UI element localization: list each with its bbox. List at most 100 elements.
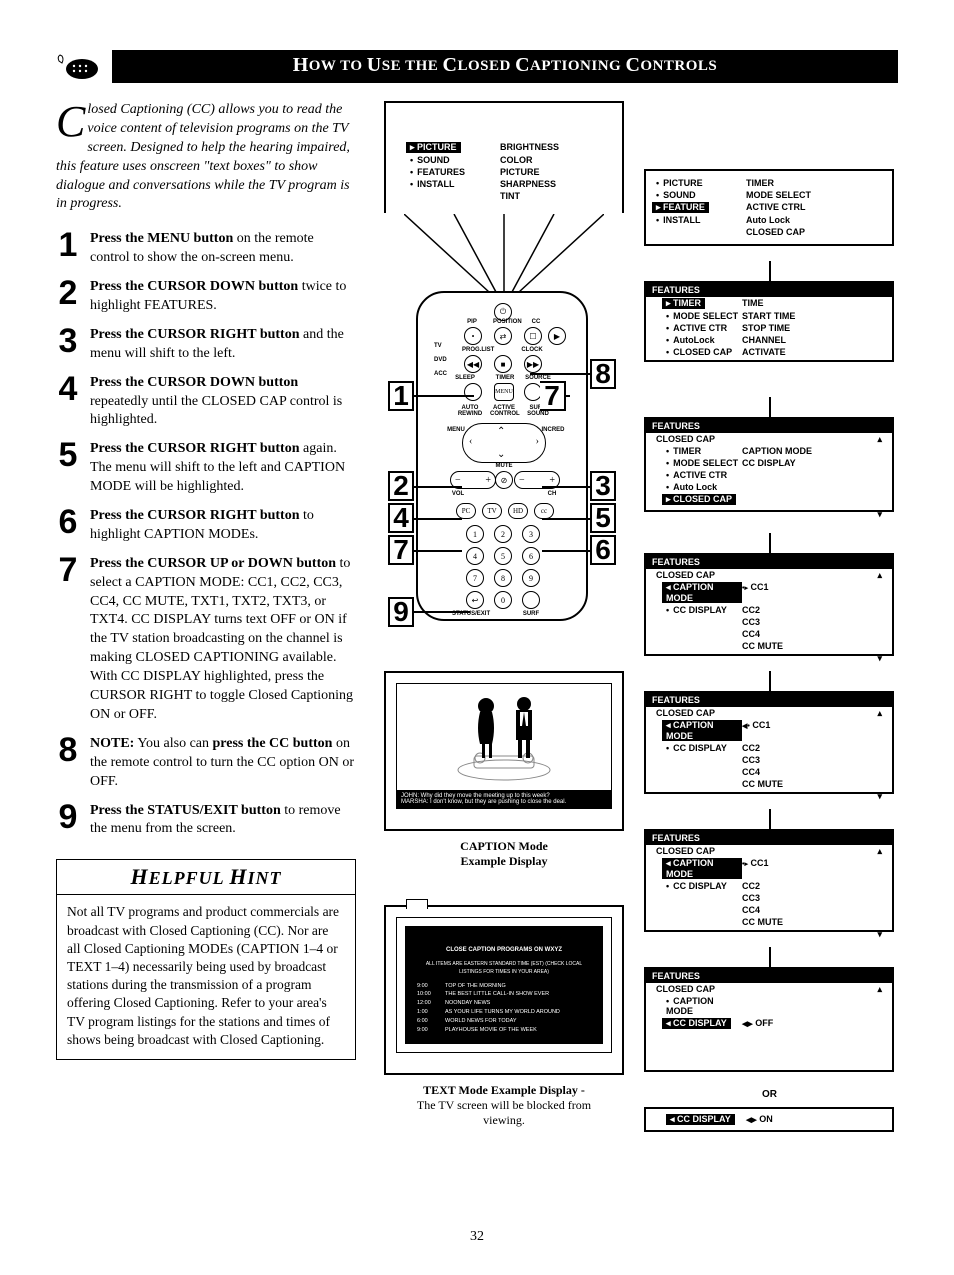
text-screen-content: CLOSE CAPTION PROGRAMS ON WXYZ ALL ITEMS… <box>405 926 603 1044</box>
pip-button: • <box>464 327 482 345</box>
cc-label: CC <box>528 319 544 325</box>
position-label: POSITION <box>493 319 517 325</box>
activectrl-label: ACTIVE CONTROL <box>490 405 518 417</box>
step-3: 3 Press the CURSOR RIGHT button and the m… <box>56 326 356 364</box>
callout-1: 1 <box>388 381 414 411</box>
tv-tab <box>406 899 428 909</box>
play-button: ▶ <box>548 327 566 345</box>
caption-dialogue: JOHN: Why did they move the meeting up t… <box>397 790 611 808</box>
tv-button: TV <box>482 503 502 519</box>
remote-icon <box>56 53 100 81</box>
step-9: 9Press the STATUS/EXIT button to remove … <box>56 802 356 840</box>
dvd-label: DVD <box>434 357 450 363</box>
menu-caption-mode-3: FEATURESCLOSED CAP▴◂ CAPTION MODE•▸ CC1C… <box>644 829 894 932</box>
cursor-pad: ⌃ ⌄ ‹ › <box>462 423 546 463</box>
helpful-hint-box: HELPFUL HINT Not all TV programs and pro… <box>56 859 356 1060</box>
caption-mode-tv: JOHN: Why did they move the meeting up t… <box>384 671 624 831</box>
incred-label: INCRED <box>540 427 566 433</box>
status-exit-button: ↩ <box>466 591 484 609</box>
step-text: Press the CURSOR UP or DOWN button to se… <box>90 555 356 725</box>
num-0: 0 <box>494 591 512 609</box>
intro-paragraph: Closed Captioning (CC) allows you to rea… <box>56 101 356 214</box>
timer-label: TIMER <box>494 375 516 381</box>
menu-caption-mode-1: FEATURESCLOSED CAP▴◂ CAPTION MODE•▸ CC1C… <box>644 553 894 656</box>
dropcap: C <box>56 101 87 139</box>
menu-cc-display-on: ◂ CC DISPLAY◀▶ ON <box>644 1107 894 1132</box>
callout-6: 6 <box>590 535 616 565</box>
num-3: 3 <box>522 525 540 543</box>
menu-picture: ▸ PICTUREBRIGHTNESSSOUNDCOLORFEATURESPIC… <box>404 141 604 208</box>
num-5: 5 <box>494 547 512 565</box>
step-text: NOTE: You also can press the CC button o… <box>90 735 356 792</box>
ch-label: CH <box>544 491 560 497</box>
funnel-lines <box>404 214 604 294</box>
page-header: HOW TO USE THE CLOSED CAPTIONING CONTROL… <box>56 50 898 83</box>
autorew-label: AUTO REWIND <box>456 405 484 417</box>
menu-feature: PICTURETIMERSOUNDMODE SELECT▸ FEATUREACT… <box>644 169 894 246</box>
hint-body: Not all TV programs and product commerci… <box>57 895 355 1049</box>
text-mode-label: TEXT Mode Example Display - The TV scree… <box>404 1083 604 1128</box>
step-text: Press the MENU button on the remote cont… <box>90 230 356 268</box>
surf-label: SURF <box>518 611 544 617</box>
step-1: 1 Press the MENU button on the remote con… <box>56 230 356 268</box>
step-8: 8NOTE: You also can press the CC button … <box>56 735 356 792</box>
pip-label: PIP <box>462 319 482 325</box>
step-text: Press the CURSOR RIGHT button to highlig… <box>90 507 356 545</box>
step-text: Press the CURSOR DOWN button repeatedly … <box>90 374 356 431</box>
callout-8: 8 <box>590 359 616 389</box>
num-8: 8 <box>494 569 512 587</box>
step-number: 3 <box>56 326 80 364</box>
tv-label: TV <box>434 343 450 349</box>
step-text: Press the CURSOR RIGHT button and the me… <box>90 326 356 364</box>
num-9: 9 <box>522 569 540 587</box>
step-6: 6 Press the CURSOR RIGHT button to highli… <box>56 507 356 545</box>
step-4: 4Press the CURSOR DOWN button repeatedly… <box>56 374 356 431</box>
step-5: 5Press the CURSOR RIGHT button again. Th… <box>56 440 356 497</box>
remote-control-diagram: ⏻ PIP POSITION CC • ⇄ ☐ ▶ PROG.LIST CLOC… <box>416 291 588 621</box>
num-6: 6 <box>522 547 540 565</box>
step-number: 4 <box>56 374 80 431</box>
rew-button: ◀◀ <box>464 355 482 373</box>
step-number: 1 <box>56 230 80 268</box>
proglist-label: PROG.LIST <box>462 347 492 353</box>
cc-btn2: cc <box>534 503 554 519</box>
page-title: HOW TO USE THE CLOSED CAPTIONING CONTROL… <box>112 50 898 83</box>
clock-label: CLOCK <box>520 347 544 353</box>
stop-button: ■ <box>494 355 512 373</box>
callout-7l: 7 <box>388 535 414 565</box>
callout-5: 5 <box>590 503 616 533</box>
num-2: 2 <box>494 525 512 543</box>
cc-button: ☐ <box>524 327 542 345</box>
diagram-column: ▸ PICTUREBRIGHTNESSSOUNDCOLORFEATURESPIC… <box>374 101 898 1201</box>
or-label: OR <box>762 1089 777 1100</box>
instructions-column: Closed Captioning (CC) allows you to rea… <box>56 101 356 1201</box>
mute-label: MUTE <box>492 463 516 469</box>
callout-2: 2 <box>388 471 414 501</box>
step-7: 7Press the CURSOR UP or DOWN button to s… <box>56 555 356 725</box>
sleep-button <box>464 383 482 401</box>
swap-button: ⇄ <box>494 327 512 345</box>
step-number: 8 <box>56 735 80 792</box>
callout-4: 4 <box>388 503 414 533</box>
pc-button: PC <box>456 503 476 519</box>
menu-button: MENU <box>494 383 514 401</box>
step-text: Press the CURSOR DOWN button twice to hi… <box>90 278 356 316</box>
hd-button: HD <box>508 503 528 519</box>
step-number: 7 <box>56 555 80 725</box>
step-number: 2 <box>56 278 80 316</box>
step-text: Press the CURSOR RIGHT button again. The… <box>90 440 356 497</box>
mute-button: ⊘ <box>495 471 513 489</box>
num-4: 4 <box>466 547 484 565</box>
callout-7r: 7 <box>540 381 566 411</box>
callout-9: 9 <box>388 597 414 627</box>
page-number: 32 <box>56 1229 898 1245</box>
vol-label: VOL <box>450 491 466 497</box>
menu-caption-mode-2: FEATURESCLOSED CAP▴◂ CAPTION MODE◀• CC1C… <box>644 691 894 794</box>
callout-3: 3 <box>590 471 616 501</box>
step-number: 6 <box>56 507 80 545</box>
menu-cc-display-off: FEATURESCLOSED CAP▴CAPTION MODE◂ CC DISP… <box>644 967 894 1072</box>
caption-mode-label: CAPTION ModeExample Display <box>434 839 574 869</box>
ff-button: ▶▶ <box>524 355 542 373</box>
surf-button <box>522 591 540 609</box>
step-2: 2 Press the CURSOR DOWN button twice to h… <box>56 278 356 316</box>
